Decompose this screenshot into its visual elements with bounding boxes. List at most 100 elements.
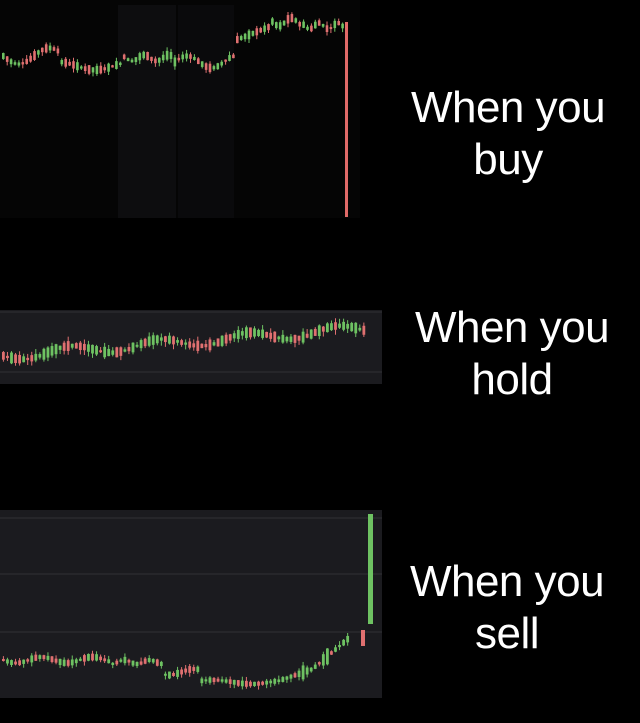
candle xyxy=(224,334,228,344)
candle xyxy=(13,62,17,65)
candle xyxy=(33,51,36,60)
candle xyxy=(330,651,333,655)
candle xyxy=(87,344,90,352)
session-shading xyxy=(178,5,234,218)
candle xyxy=(44,44,48,53)
candle xyxy=(143,658,147,664)
candle xyxy=(130,59,134,63)
candle xyxy=(263,25,266,32)
candle xyxy=(310,25,313,32)
candle xyxy=(95,65,99,75)
candle xyxy=(173,57,177,67)
candle xyxy=(91,653,94,661)
candle xyxy=(289,674,293,679)
candle xyxy=(273,678,277,684)
candle xyxy=(286,15,290,24)
candle xyxy=(2,658,5,662)
candle xyxy=(301,331,305,343)
candle xyxy=(236,36,239,44)
candle xyxy=(164,336,167,343)
hold-caption: When you hold xyxy=(404,302,620,406)
candle xyxy=(257,329,260,337)
candle xyxy=(346,323,350,329)
candle xyxy=(321,326,325,332)
candle xyxy=(115,347,119,358)
candle xyxy=(37,50,40,55)
candle xyxy=(147,336,151,346)
sell-caption: When you sell xyxy=(402,556,612,660)
candle xyxy=(99,656,102,661)
candle xyxy=(282,20,286,26)
candle xyxy=(232,679,236,685)
candle xyxy=(22,356,26,363)
pump-candle xyxy=(368,514,373,624)
candle xyxy=(14,661,17,665)
candle xyxy=(290,14,294,23)
candle xyxy=(26,659,30,662)
candle xyxy=(46,347,50,358)
candle xyxy=(50,346,54,356)
candle xyxy=(180,669,183,675)
candle xyxy=(60,60,64,65)
candle xyxy=(346,635,350,643)
candle xyxy=(6,659,9,664)
candle xyxy=(161,54,165,61)
candle xyxy=(131,342,135,353)
candle xyxy=(305,333,309,338)
buy-caption-line2: buy xyxy=(473,135,543,184)
candle xyxy=(176,340,179,343)
candle xyxy=(321,24,325,27)
candle xyxy=(95,654,98,661)
candle xyxy=(135,344,139,347)
candle xyxy=(115,61,118,69)
candle xyxy=(193,56,196,60)
candle xyxy=(317,662,321,665)
candle xyxy=(228,55,231,61)
candle xyxy=(261,329,264,338)
candle xyxy=(249,681,252,687)
candle xyxy=(309,667,313,672)
candle xyxy=(313,664,317,669)
candle xyxy=(127,347,131,352)
candle xyxy=(338,323,341,328)
candle xyxy=(165,50,169,60)
candle xyxy=(9,59,13,65)
candle xyxy=(126,58,130,62)
candle xyxy=(6,355,9,359)
candle xyxy=(74,343,78,349)
candle xyxy=(358,327,362,331)
candle xyxy=(334,647,337,652)
candle xyxy=(155,659,159,666)
candle xyxy=(321,654,325,666)
candle xyxy=(281,677,285,682)
candle xyxy=(342,639,345,646)
candle xyxy=(249,327,252,338)
candle xyxy=(107,348,111,357)
candle xyxy=(2,53,5,59)
candle xyxy=(297,670,301,677)
candle xyxy=(212,66,216,70)
candle xyxy=(204,679,208,682)
candle xyxy=(119,659,123,662)
candle xyxy=(269,680,273,684)
candle xyxy=(220,679,224,682)
candle xyxy=(76,62,79,71)
candle xyxy=(188,666,192,673)
candle xyxy=(172,336,175,345)
candle xyxy=(208,339,212,351)
candle xyxy=(21,62,25,65)
candle xyxy=(74,659,78,664)
candle xyxy=(122,54,126,60)
candle xyxy=(5,56,9,62)
candle xyxy=(135,661,139,667)
buy-caption-line1: When you xyxy=(410,83,606,132)
candle xyxy=(298,22,301,27)
candle xyxy=(341,23,344,29)
candle xyxy=(64,58,67,67)
buy-candlestick-chart xyxy=(0,0,360,218)
candle xyxy=(111,350,115,355)
candle xyxy=(208,63,212,73)
candle xyxy=(52,47,56,51)
candle xyxy=(154,58,157,64)
candle xyxy=(54,658,58,663)
